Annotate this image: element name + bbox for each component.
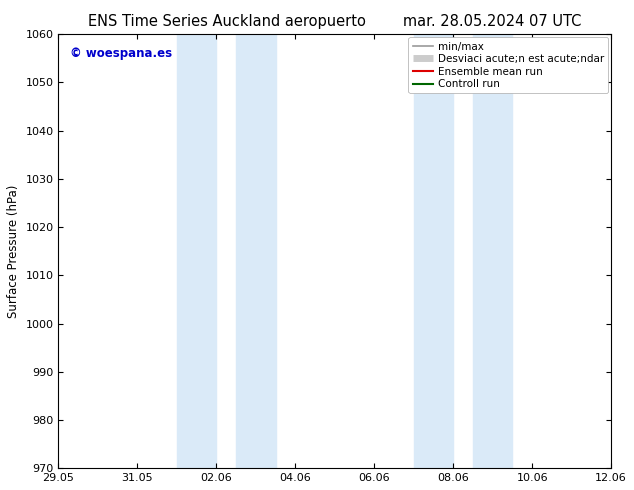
Bar <box>473 34 512 468</box>
Bar <box>414 34 453 468</box>
Title: ENS Time Series Auckland aeropuerto        mar. 28.05.2024 07 UTC: ENS Time Series Auckland aeropuerto mar.… <box>88 14 581 29</box>
Legend: min/max, Desviaci acute;n est acute;ndar, Ensemble mean run, Controll run: min/max, Desviaci acute;n est acute;ndar… <box>408 37 608 94</box>
Bar <box>236 34 276 468</box>
Bar <box>177 34 216 468</box>
Text: © woespana.es: © woespana.es <box>70 47 172 60</box>
Y-axis label: Surface Pressure (hPa): Surface Pressure (hPa) <box>7 185 20 318</box>
